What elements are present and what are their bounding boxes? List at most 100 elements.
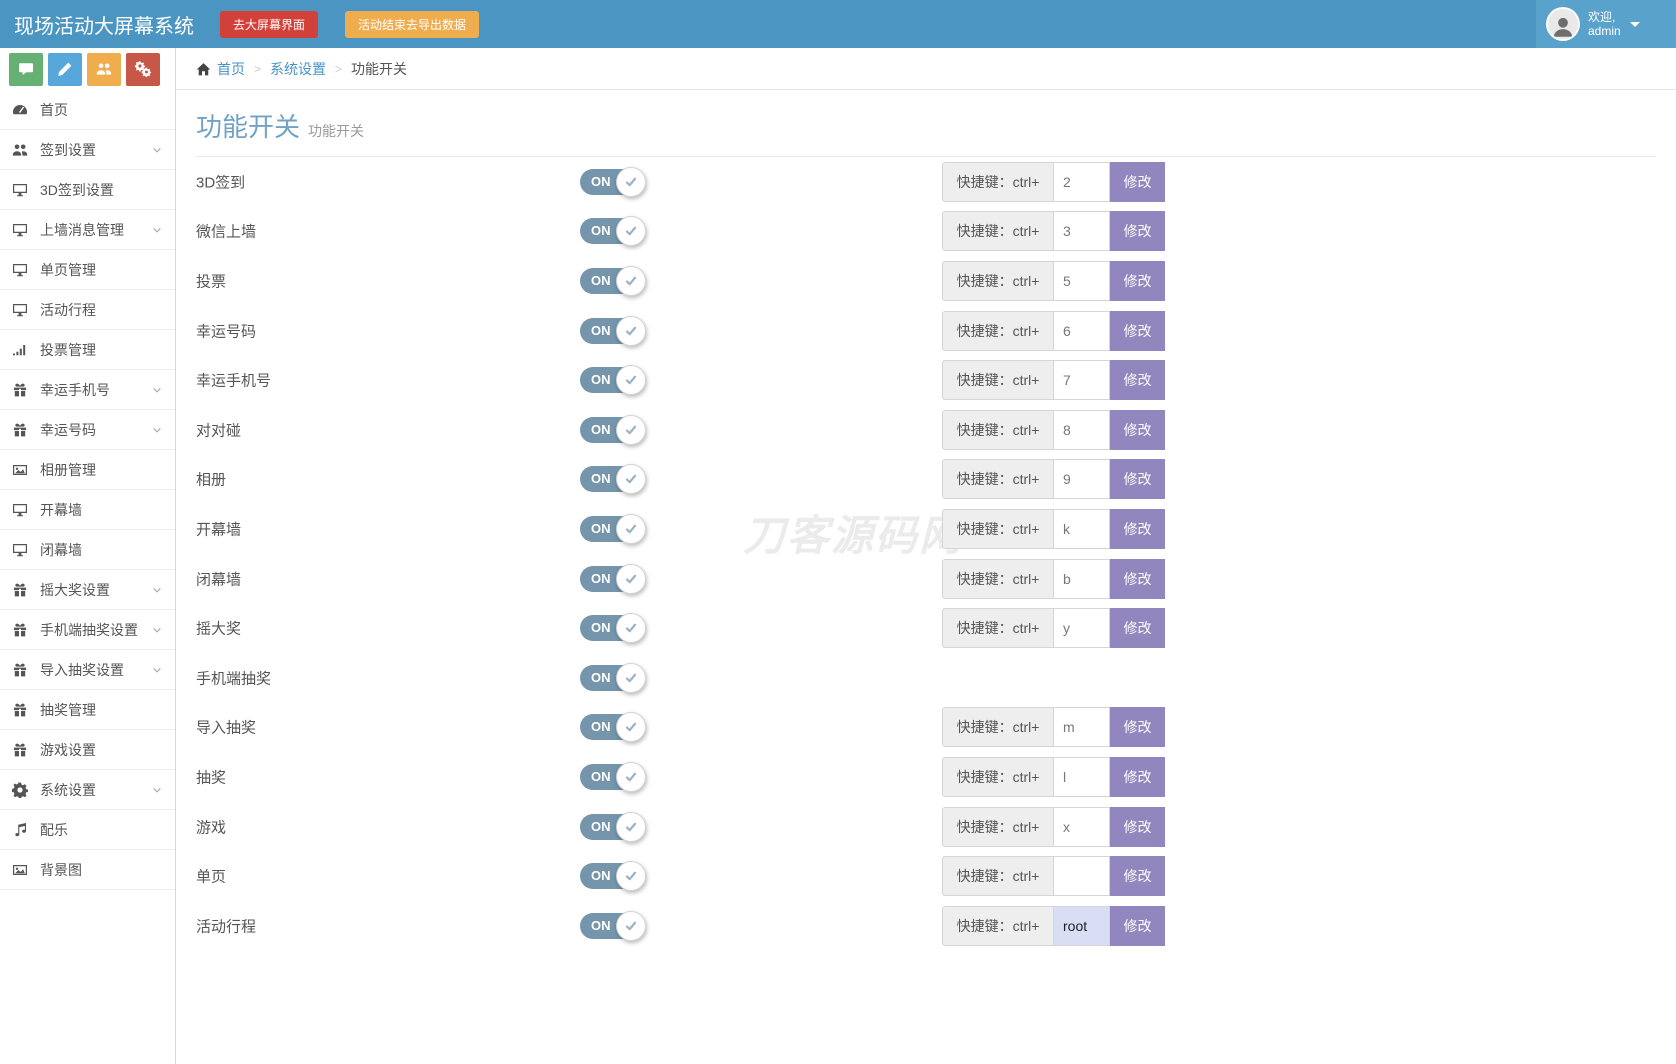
feature-toggle[interactable]: ON bbox=[580, 563, 648, 594]
feature-toggle[interactable]: ON bbox=[580, 464, 648, 495]
modify-button[interactable]: 修改 bbox=[1110, 806, 1165, 847]
modify-button[interactable]: 修改 bbox=[1110, 905, 1165, 946]
feature-toggle[interactable]: ON bbox=[580, 910, 648, 941]
sidebar-item-label: 幸运手机号 bbox=[40, 381, 110, 398]
breadcrumb-current: 功能开关 bbox=[351, 61, 408, 77]
shortcut-label: 快捷键：ctrl+ bbox=[942, 409, 1054, 450]
sidebar-item[interactable]: 首页 bbox=[0, 90, 175, 130]
feature-row: 投票 ON 快捷键：ctrl+ 修改 bbox=[196, 256, 1656, 306]
goto-bigscreen-button[interactable]: 去大屏幕界面 bbox=[220, 10, 319, 38]
sidebar-item[interactable]: 上墙消息管理 bbox=[0, 210, 175, 250]
shortcut-key-input[interactable] bbox=[1054, 459, 1110, 500]
modify-button[interactable]: 修改 bbox=[1110, 211, 1165, 252]
shortcut-key-input[interactable] bbox=[1054, 360, 1110, 401]
modify-button[interactable]: 修改 bbox=[1110, 310, 1165, 351]
modify-button[interactable]: 修改 bbox=[1110, 360, 1165, 401]
sidebar-item[interactable]: 背景图 bbox=[0, 850, 175, 890]
feature-toggle[interactable]: ON bbox=[580, 712, 648, 743]
check-icon bbox=[616, 861, 646, 892]
check-icon bbox=[616, 513, 646, 544]
user-menu[interactable]: 欢迎, admin bbox=[1536, 0, 1676, 48]
shortcut-label: 快捷键：ctrl+ bbox=[942, 260, 1054, 301]
feature-toggle[interactable]: ON bbox=[580, 761, 648, 792]
image-icon bbox=[12, 862, 30, 878]
avatar bbox=[1546, 7, 1580, 41]
chevron-down-icon bbox=[151, 624, 163, 636]
shortcut-group: 快捷键：ctrl+ 修改 bbox=[942, 707, 1165, 748]
pencil-button[interactable] bbox=[48, 52, 82, 86]
users-button[interactable] bbox=[87, 52, 121, 86]
shortcut-key-input[interactable] bbox=[1054, 905, 1110, 946]
modify-button[interactable]: 修改 bbox=[1110, 260, 1165, 301]
feature-label: 手机端抽奖 bbox=[196, 670, 272, 688]
feature-toggle[interactable]: ON bbox=[580, 662, 648, 693]
toggle-on-label: ON bbox=[591, 868, 611, 884]
shortcut-key-input[interactable] bbox=[1054, 608, 1110, 649]
shortcut-key-input[interactable] bbox=[1054, 707, 1110, 748]
shortcut-key-input[interactable] bbox=[1054, 310, 1110, 351]
sidebar-item[interactable]: 抽奖管理 bbox=[0, 690, 175, 730]
shortcut-key-input[interactable] bbox=[1054, 409, 1110, 450]
shortcut-group: 快捷键：ctrl+ 修改 bbox=[942, 260, 1165, 301]
feature-toggle[interactable]: ON bbox=[580, 265, 648, 296]
modify-button[interactable]: 修改 bbox=[1110, 558, 1165, 599]
sidebar-item[interactable]: 活动行程 bbox=[0, 290, 175, 330]
sidebar-item[interactable]: 摇大奖设置 bbox=[0, 570, 175, 610]
comment-button[interactable] bbox=[9, 52, 43, 86]
shortcut-group: 快捷键：ctrl+ 修改 bbox=[942, 211, 1165, 252]
sidebar-item[interactable]: 投票管理 bbox=[0, 330, 175, 370]
users-icon bbox=[96, 61, 112, 77]
feature-toggle[interactable]: ON bbox=[580, 613, 648, 644]
sidebar-item[interactable]: 系统设置 bbox=[0, 770, 175, 810]
sidebar-item[interactable]: 闭幕墙 bbox=[0, 530, 175, 570]
modify-button[interactable]: 修改 bbox=[1110, 161, 1165, 202]
sidebar-item[interactable]: 幸运号码 bbox=[0, 410, 175, 450]
sidebar-item[interactable]: 单页管理 bbox=[0, 250, 175, 290]
sidebar-item-label: 上墙消息管理 bbox=[40, 221, 124, 238]
cogs-button[interactable] bbox=[126, 52, 160, 86]
shortcut-key-input[interactable] bbox=[1054, 558, 1110, 599]
modify-button[interactable]: 修改 bbox=[1110, 508, 1165, 549]
shortcut-key-input[interactable] bbox=[1054, 806, 1110, 847]
sidebar-item[interactable]: 签到设置 bbox=[0, 130, 175, 170]
feature-toggle[interactable]: ON bbox=[580, 513, 648, 544]
secondary-bar: 首页 > 系统设置 > 功能开关 bbox=[0, 48, 1676, 90]
modify-button[interactable]: 修改 bbox=[1110, 409, 1165, 450]
modify-button[interactable]: 修改 bbox=[1110, 459, 1165, 500]
modify-button[interactable]: 修改 bbox=[1110, 856, 1165, 897]
sidebar-item[interactable]: 幸运手机号 bbox=[0, 370, 175, 410]
breadcrumb-home[interactable]: 首页 bbox=[196, 59, 245, 79]
feature-toggle[interactable]: ON bbox=[580, 414, 648, 445]
shortcut-label: 快捷键：ctrl+ bbox=[942, 360, 1054, 401]
shortcut-key-input[interactable] bbox=[1054, 756, 1110, 797]
feature-toggle[interactable]: ON bbox=[580, 315, 648, 346]
caret-down-icon bbox=[1629, 21, 1640, 32]
feature-toggle[interactable]: ON bbox=[580, 811, 648, 842]
feature-toggle[interactable]: ON bbox=[580, 166, 648, 197]
export-data-button[interactable]: 活动结束去导出数据 bbox=[345, 10, 480, 38]
sidebar-item[interactable]: 手机端抽奖设置 bbox=[0, 610, 175, 650]
feature-toggle[interactable]: ON bbox=[580, 861, 648, 892]
modify-button[interactable]: 修改 bbox=[1110, 608, 1165, 649]
sidebar-item[interactable]: 3D签到设置 bbox=[0, 170, 175, 210]
divider bbox=[196, 156, 1656, 157]
feature-toggle[interactable]: ON bbox=[580, 365, 648, 396]
shortcut-key-input[interactable] bbox=[1054, 161, 1110, 202]
sidebar-item[interactable]: 游戏设置 bbox=[0, 730, 175, 770]
feature-toggle[interactable]: ON bbox=[580, 216, 648, 247]
feature-row: 开幕墙 ON 快捷键：ctrl+ 修改 bbox=[196, 504, 1656, 554]
gift-icon bbox=[12, 422, 30, 438]
shortcut-key-input[interactable] bbox=[1054, 856, 1110, 897]
sidebar-item[interactable]: 相册管理 bbox=[0, 450, 175, 490]
sidebar-item[interactable]: 配乐 bbox=[0, 810, 175, 850]
shortcut-key-input[interactable] bbox=[1054, 508, 1110, 549]
shortcut-key-input[interactable] bbox=[1054, 260, 1110, 301]
shortcut-label: 快捷键：ctrl+ bbox=[942, 310, 1054, 351]
breadcrumb-item-settings[interactable]: 系统设置 bbox=[270, 61, 327, 77]
modify-button[interactable]: 修改 bbox=[1110, 756, 1165, 797]
sidebar-item[interactable]: 导入抽奖设置 bbox=[0, 650, 175, 690]
shortcut-key-input[interactable] bbox=[1054, 211, 1110, 252]
sidebar-item[interactable]: 开幕墙 bbox=[0, 490, 175, 530]
check-icon bbox=[616, 464, 646, 495]
modify-button[interactable]: 修改 bbox=[1110, 707, 1165, 748]
